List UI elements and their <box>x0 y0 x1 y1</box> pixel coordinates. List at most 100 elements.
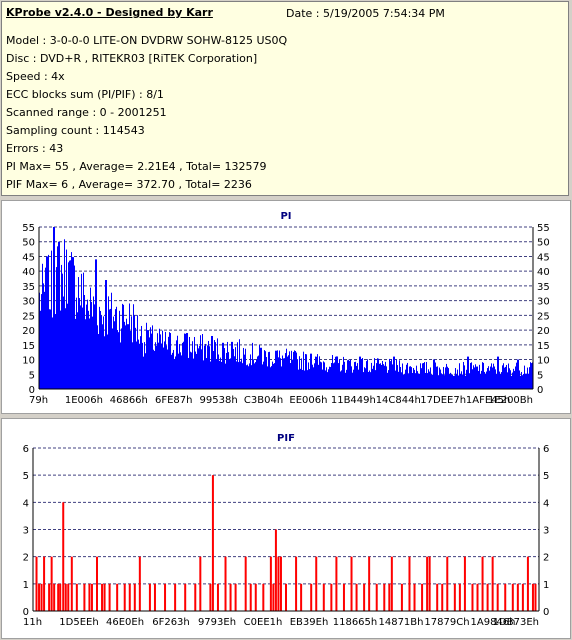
pi-bar <box>297 359 298 389</box>
pi-bar <box>418 373 419 389</box>
pi-bar <box>315 356 316 389</box>
pi-bar <box>475 364 476 389</box>
pi-bar <box>128 324 129 389</box>
pi-bar <box>97 325 98 389</box>
pi-bar <box>57 246 58 389</box>
pi-bar <box>468 356 469 389</box>
pi-bar <box>295 350 296 389</box>
pi-bar <box>284 358 285 389</box>
pi-bar <box>384 365 385 389</box>
pi-bar <box>356 365 357 389</box>
pi-bar <box>148 330 149 389</box>
pi-bar <box>394 356 395 389</box>
pi-bar <box>515 366 516 389</box>
pi-bar <box>54 227 55 389</box>
pif-bar <box>496 583 499 611</box>
pi-bar <box>322 369 323 389</box>
pi-bar <box>483 362 484 389</box>
pi-bar <box>130 331 131 389</box>
pi-bar <box>152 325 153 389</box>
pi-bar <box>90 287 91 389</box>
pi-bar <box>319 356 320 389</box>
pi-bar <box>317 354 318 389</box>
pif-bar <box>335 556 338 611</box>
pi-bar <box>474 367 475 389</box>
pi-bar <box>290 363 291 389</box>
y-tick-label-left: 3 <box>23 526 29 537</box>
x-tick-label: 1DB73Eh <box>493 617 539 628</box>
y-tick-label-right: 3 <box>543 526 549 537</box>
pi-bar <box>408 373 409 389</box>
pi-bar <box>83 272 84 389</box>
pi-bar <box>367 359 368 389</box>
pi-bar <box>187 333 188 389</box>
pi-bar <box>87 299 88 389</box>
pi-bar <box>328 369 329 389</box>
pi-bar <box>358 369 359 389</box>
pi-bar <box>258 355 259 389</box>
pi-bar <box>494 366 495 389</box>
x-tick-label: 1A9846h <box>471 617 516 628</box>
pi-bar <box>207 345 208 389</box>
pi-bar <box>361 358 362 389</box>
chart-title: PIF <box>277 433 295 444</box>
y-tick-label-right: 10 <box>537 356 550 367</box>
pi-bar <box>94 304 95 389</box>
pi-bar <box>65 308 66 389</box>
pi-bar <box>163 347 164 389</box>
y-tick-label-left: 1 <box>23 580 29 591</box>
pi-bar <box>270 367 271 389</box>
pi-bar <box>151 333 152 389</box>
x-tick-label: 11h <box>23 617 42 628</box>
x-tick-label: 9793Eh <box>198 617 236 628</box>
pi-bar <box>252 342 253 389</box>
pi-bar <box>271 366 272 389</box>
pif-bar <box>249 583 252 611</box>
pi-bar <box>304 370 305 389</box>
pi-bar <box>155 342 156 389</box>
pif-bar <box>216 583 219 611</box>
pi-bar <box>531 363 532 389</box>
pi-bar <box>153 349 154 389</box>
y-tick-label-right: 45 <box>537 252 550 263</box>
pif-bar <box>277 556 280 611</box>
pi-bar <box>242 363 243 389</box>
pi-bar <box>172 352 173 389</box>
pi-bar <box>363 372 364 389</box>
pi-bar <box>520 375 521 389</box>
pi-bar <box>103 316 104 389</box>
pif-bar <box>446 556 449 611</box>
pi-bar <box>337 356 338 389</box>
pi-bar <box>49 309 50 389</box>
pif-bar <box>75 583 78 611</box>
pi-bar <box>91 301 92 389</box>
pi-bar <box>323 361 324 389</box>
pi-bar <box>404 374 405 389</box>
pi-bar <box>190 351 191 389</box>
y-tick-label-right: 1 <box>543 580 549 591</box>
pi-bar <box>99 306 100 389</box>
y-tick-label-left: 40 <box>22 267 35 278</box>
pi-bar <box>477 366 478 389</box>
pi-bar <box>294 350 295 389</box>
pif-bar <box>350 556 353 611</box>
x-tick-label: 46866h <box>110 395 148 406</box>
pi-bar <box>462 374 463 389</box>
pi-bar <box>457 369 458 389</box>
pi-bar <box>432 374 433 389</box>
pi-bar <box>395 370 396 389</box>
pi-bar <box>131 316 132 389</box>
pi-bar <box>467 356 468 389</box>
pi-bar <box>125 325 126 389</box>
pi-bar <box>449 374 450 389</box>
pif-bar <box>43 556 46 611</box>
pi-bar <box>354 362 355 389</box>
y-tick-label-left: 0 <box>29 385 35 396</box>
pi-bar <box>324 362 325 389</box>
pi-bar <box>122 303 123 389</box>
pi-bar <box>518 359 519 389</box>
pi-bar <box>217 338 218 389</box>
pi-bar <box>526 373 527 389</box>
pi-bar <box>413 368 414 389</box>
pi-bar <box>522 375 523 389</box>
